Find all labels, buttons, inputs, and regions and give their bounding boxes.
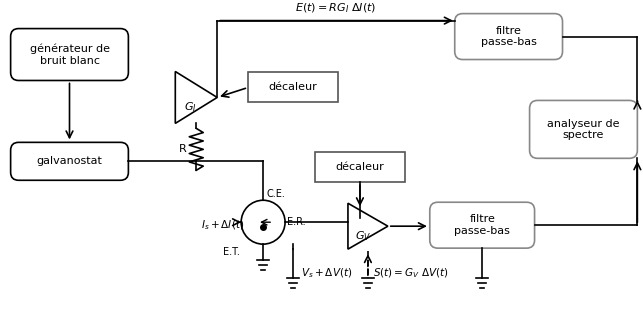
Text: générateur de
bruit blanc: générateur de bruit blanc (30, 43, 109, 66)
Text: $V_s + \Delta V(t)$: $V_s + \Delta V(t)$ (301, 266, 352, 280)
Polygon shape (348, 203, 388, 249)
Text: R: R (178, 144, 186, 154)
Text: filtre
passe-bas: filtre passe-bas (481, 26, 536, 47)
Text: filtre
passe-bas: filtre passe-bas (454, 214, 510, 236)
Text: $S(t) = G_V\ \Delta V(t)$: $S(t) = G_V\ \Delta V(t)$ (373, 266, 448, 280)
Bar (315, 152, 405, 182)
Text: décaleur: décaleur (336, 162, 385, 172)
FancyBboxPatch shape (430, 202, 534, 248)
Text: $G_I$: $G_I$ (184, 100, 197, 114)
Circle shape (241, 200, 285, 244)
FancyBboxPatch shape (530, 100, 637, 158)
FancyBboxPatch shape (455, 14, 563, 60)
Text: E.R.: E.R. (287, 217, 305, 227)
Text: décaleur: décaleur (269, 83, 318, 93)
Text: analyseur de
spectre: analyseur de spectre (547, 119, 620, 140)
FancyBboxPatch shape (11, 142, 129, 180)
Text: galvanostat: galvanostat (37, 156, 102, 166)
Polygon shape (176, 71, 217, 123)
Text: E.T.: E.T. (223, 247, 240, 257)
FancyBboxPatch shape (11, 29, 129, 80)
Text: C.E.: C.E. (266, 189, 285, 199)
Text: $E(t) = RG_I\ \Delta I(t)$: $E(t) = RG_I\ \Delta I(t)$ (295, 2, 377, 15)
Text: $G_V$: $G_V$ (355, 229, 371, 243)
Bar (248, 72, 338, 102)
Text: $I_s+ \Delta I(t)$: $I_s+ \Delta I(t)$ (201, 219, 244, 232)
